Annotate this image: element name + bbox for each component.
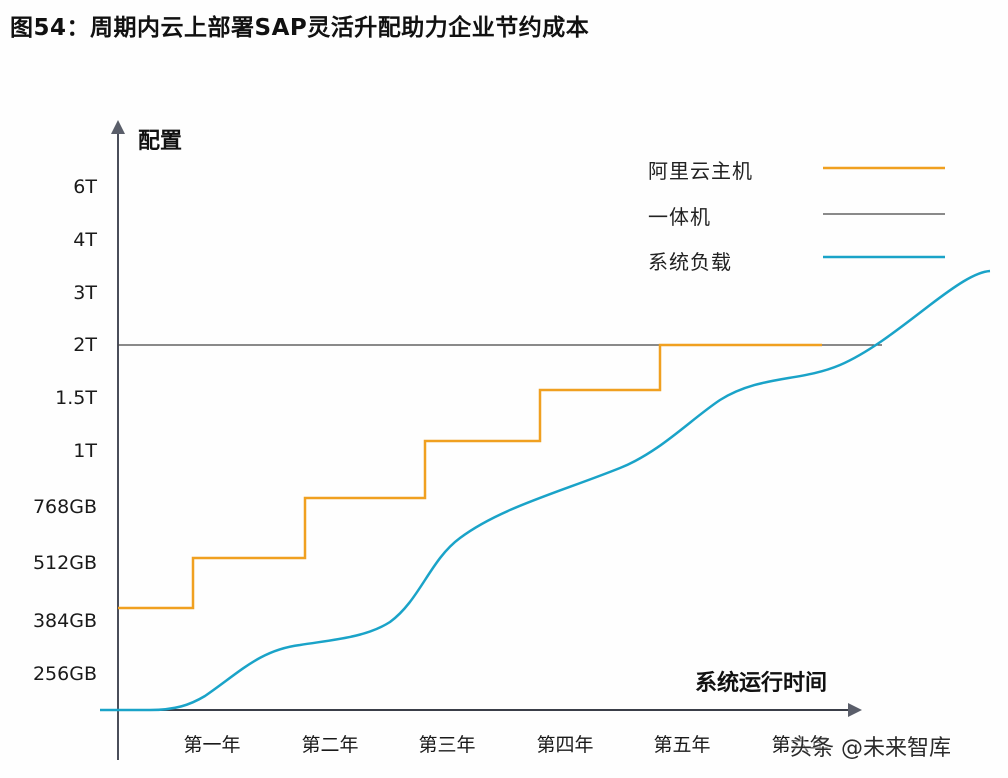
y-tick-label: 768GB	[32, 496, 97, 518]
series-aliyun-step-line	[118, 343, 822, 610]
chart-title: 图54：周期内云上部署SAP灵活升配助力企业节约成本	[10, 15, 590, 41]
x-axis-arrow-icon	[848, 703, 862, 717]
watermark: 头条 @未来智库	[790, 736, 951, 761]
series-system-load-curve	[100, 269, 991, 712]
legend-label-all-in-one: 一体机	[648, 205, 711, 229]
x-tick-label: 第二年	[301, 734, 359, 756]
y-axis-arrow-icon	[111, 120, 125, 134]
x-tick-label: 第一年	[183, 734, 241, 756]
legend-label-aliyun: 阿里云主机	[648, 159, 753, 183]
y-tick-label: 2T	[73, 334, 97, 356]
y-tick-label: 4T	[73, 229, 97, 251]
y-tick-label: 1T	[73, 440, 97, 462]
y-tick-label: 512GB	[32, 552, 97, 574]
x-tick-label: 第五年	[653, 734, 711, 756]
y-tick-label: 1.5T	[55, 387, 97, 409]
y-tick-label: 6T	[73, 176, 97, 198]
y-axis-label: 配置	[138, 129, 183, 154]
x-axis-label: 系统运行时间	[695, 671, 828, 696]
x-tick-label: 第六年	[771, 734, 829, 756]
y-tick-label: 256GB	[32, 663, 97, 685]
y-tick-label: 3T	[73, 282, 97, 304]
legend-label-system-load: 系统负载	[648, 250, 732, 274]
x-tick-label: 第三年	[418, 734, 476, 756]
x-tick-label: 第四年	[536, 734, 594, 756]
y-tick-label: 384GB	[32, 610, 97, 632]
